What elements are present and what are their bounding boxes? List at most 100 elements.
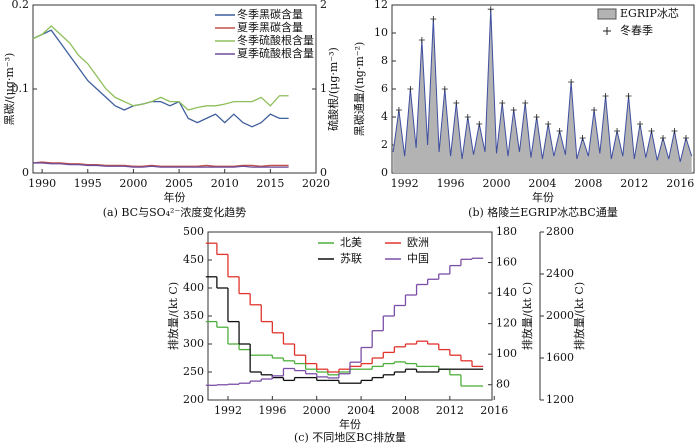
x-tick-label: 2012 [436,404,464,417]
x-tick-label: 1992 [391,177,419,190]
x-tick-label: 2000 [119,177,147,190]
legend-label: EGRIP冰芯 [620,6,679,20]
legend-swatch [597,8,617,20]
area-edge [392,9,693,162]
point [602,93,609,99]
y2-axis-label: 硫酸根/(μg·m⁻³) [326,47,340,131]
y3-tick-label: 2800 [546,225,574,238]
y-tick-label: 350 [183,309,204,322]
x-tick-label: 1995 [74,177,102,190]
point [407,86,414,92]
legend-label: 冬季黑碳含量 [237,7,303,21]
point [614,128,621,134]
point [464,114,471,120]
y2-tick-label: 80 [496,378,510,391]
point [591,107,598,113]
legend-label: 北美 [340,236,362,249]
y2-tick-label: 140 [496,286,517,299]
point [487,6,494,13]
y-axis-label: 黑碳/(μg·m⁻³) [2,53,16,126]
point [579,135,586,141]
y-tick-label: 200 [183,393,204,406]
y-tick-label: 0.1 [12,82,30,95]
caption: (c) 不同地区BC排放量 [294,430,406,444]
series-line [32,25,289,111]
y2-tick-label: 180 [496,225,517,238]
y3-tick-label: 2000 [546,309,574,322]
point [522,100,529,106]
y-tick-label: 0 [381,166,388,179]
y-axis-label: 黑碳通量/(ng·m⁻²) [352,42,366,137]
legend-label: 冬春季 [620,23,653,37]
y-tick-label: 250 [183,365,204,378]
y-tick-label: 450 [183,253,204,266]
x-tick-label: 2020 [302,177,330,190]
series-line [32,29,289,128]
y-tick-label: 10 [374,26,388,39]
legend-swatch [603,27,611,35]
point [659,135,666,141]
x-tick-label: 1992 [214,404,242,417]
point [671,128,678,134]
x-tick-label: 2016 [666,177,694,190]
legend-label: 夏季硫酸根含量 [237,46,314,60]
y-tick-label: 300 [183,337,204,350]
point [395,107,402,113]
x-tick-label: 2008 [391,404,419,417]
point [499,100,506,106]
point [510,107,517,113]
point [682,135,689,141]
x-tick-label: 2012 [620,177,648,190]
y3-tick-label: 1200 [546,393,574,406]
y-tick-label: 0.2 [12,0,30,11]
x-tick-label: 2016 [480,404,508,417]
y2-tick-label: 100 [496,347,517,360]
y3-tick-label: 1600 [546,351,574,364]
x-tick-label: 2000 [482,177,510,190]
y2-tick-label: 1 [320,82,327,95]
point [545,121,552,127]
caption: (b) 格陵兰EGRIP冰芯BC通量 [468,205,618,219]
y-tick-label: 4 [381,110,388,123]
y2-tick-label: 2 [320,0,327,11]
y-tick-label: 400 [183,281,204,294]
series-line [32,161,289,167]
point [418,37,425,43]
point [637,121,644,127]
point [556,128,563,134]
y2-tick-label: 160 [496,256,517,269]
legend-label: 欧洲 [407,236,429,249]
x-axis-label: 年份 [532,190,554,204]
point [648,128,655,134]
x-tick-label: 2005 [165,177,193,190]
y-tick-label: 12 [374,0,388,11]
y2-tick-label: 0 [320,166,327,179]
point [533,114,540,120]
x-tick-label: 2008 [574,177,602,190]
y-tick-label: 500 [183,225,204,238]
y2-tick-label: 120 [496,317,517,330]
point [625,93,632,99]
series-line [33,162,289,168]
point [476,121,483,127]
legend-label: 冬季硫酸根含量 [237,33,314,47]
x-tick-label: 2004 [528,177,556,190]
y-tick-label: 6 [381,82,388,95]
legend-label: 中国 [407,252,429,265]
caption: (a) BC与SO₄²⁻浓度变化趋势 [103,205,247,219]
y3-tick-label: 2400 [546,267,574,280]
x-tick-label: 1990 [28,177,56,190]
y-tick-label: 0 [22,166,29,179]
x-tick-label: 2000 [303,404,331,417]
y2-axis-label: 排放量/(kt C) [520,282,534,350]
y-axis-label: 排放量/(kt C) [166,282,180,350]
y-tick-label: 2 [381,138,388,151]
x-tick-label: 1996 [437,177,465,190]
point [430,16,437,22]
x-tick-label: 2004 [347,404,375,417]
x-axis-label: 年份 [164,190,186,204]
x-tick-label: 2015 [256,177,284,190]
point [568,79,575,85]
legend-label: 夏季黑碳含量 [237,20,303,34]
